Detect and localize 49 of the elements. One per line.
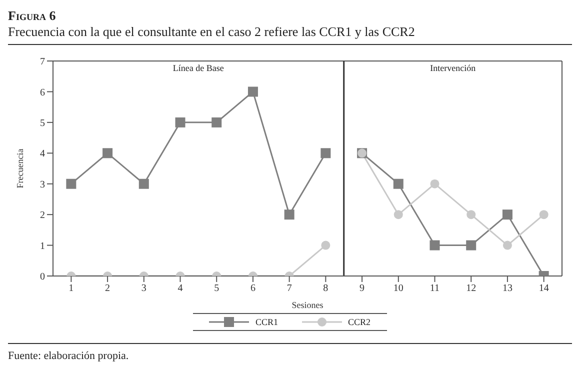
x-tick-label: 3 [141, 283, 146, 294]
point [393, 178, 404, 189]
x-tick-label: 4 [178, 283, 183, 294]
x-tick-label: 2 [105, 283, 110, 294]
y-axis-title: Frecuencia [15, 148, 26, 188]
point [502, 210, 512, 220]
y-tick-label: 4 [40, 148, 45, 160]
legend-label: CCR2 [348, 317, 371, 327]
point [66, 178, 76, 189]
y-tick-label: 5 [40, 118, 45, 129]
point [320, 148, 331, 158]
y-tick-label: 2 [40, 210, 45, 222]
y-tick-label: 1 [40, 240, 45, 252]
y-tick-label: 3 [40, 179, 45, 190]
point [502, 240, 512, 250]
point [212, 117, 222, 128]
x-axis-title: Sesiones [292, 300, 324, 310]
annotation: Intervención [429, 63, 477, 73]
legend-label: CCR1 [255, 317, 278, 327]
x-tick-label: 7 [286, 283, 292, 294]
point [430, 179, 440, 188]
point [539, 210, 548, 220]
x-tick-label: 11 [430, 283, 440, 294]
point [466, 210, 476, 220]
x-tick-label: 13 [502, 283, 512, 294]
x-tick-label: 10 [393, 283, 404, 294]
point [466, 240, 476, 250]
x-tick-label: 6 [250, 283, 256, 294]
chart-subtitle: Frecuencia con la que el consultante en el caso 2 refiere las CCR1 y las CCR2 [8, 24, 572, 45]
x-tick-label: 9 [360, 283, 365, 294]
point [430, 240, 440, 250]
source-note: Fuente: elaboración propia. [8, 343, 572, 362]
point [284, 210, 294, 220]
x-tick-label: 1 [68, 283, 74, 294]
chart-title: Figura 6 [8, 8, 57, 24]
point [394, 210, 403, 220]
point [321, 240, 330, 250]
point [102, 148, 113, 158]
y-tick-label: 0 [40, 272, 45, 283]
point [138, 178, 149, 189]
point [248, 86, 258, 97]
point [175, 117, 186, 128]
x-tick-label: 5 [214, 283, 220, 294]
y-tick-label: 6 [40, 87, 45, 98]
x-tick-label: 8 [323, 283, 328, 294]
x-tick-label: 12 [466, 283, 476, 294]
x-tick-label: 14 [538, 283, 549, 294]
y-tick-label: 7 [40, 56, 45, 68]
annotation: Línea de Base [172, 63, 225, 73]
